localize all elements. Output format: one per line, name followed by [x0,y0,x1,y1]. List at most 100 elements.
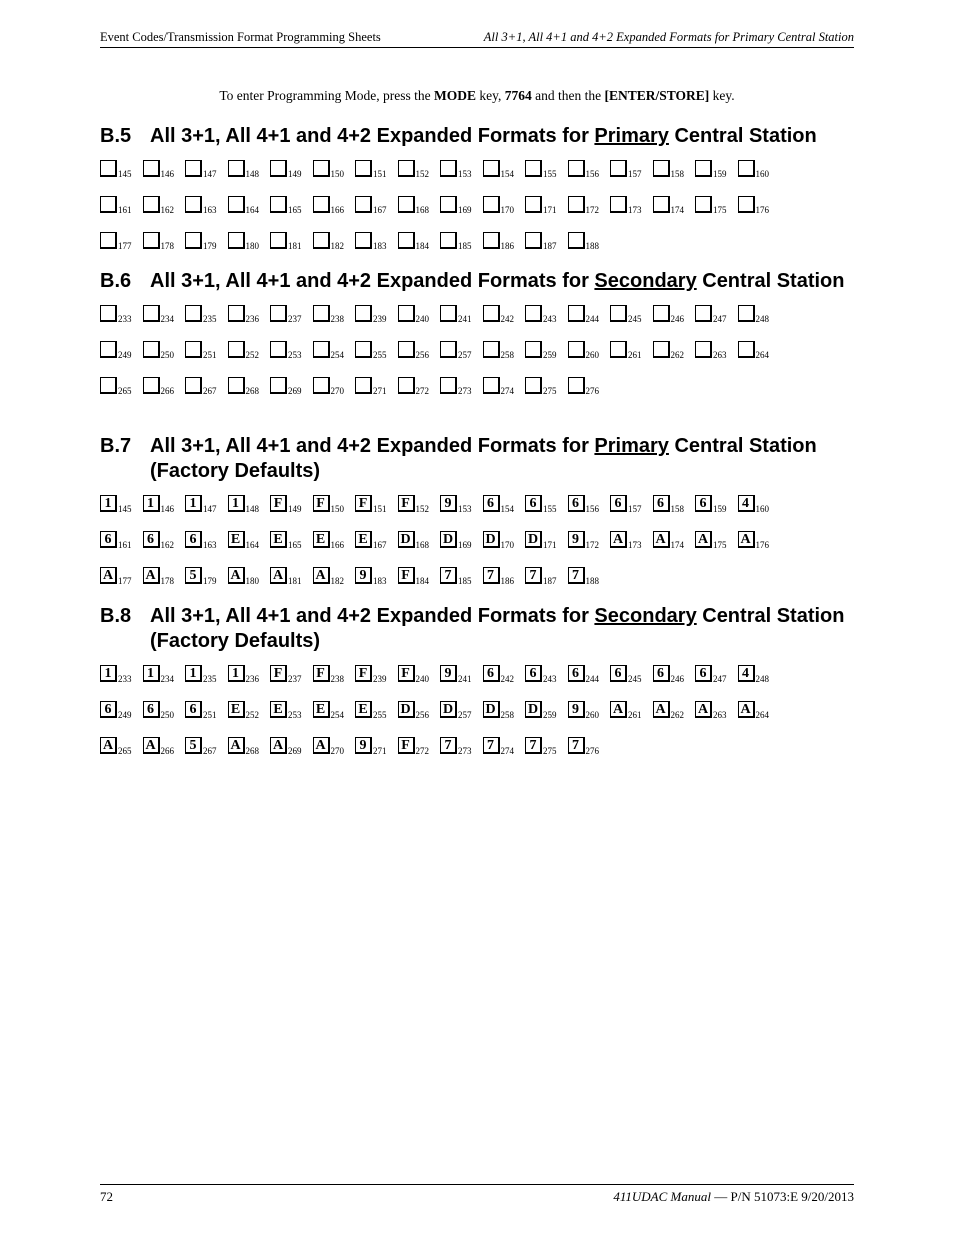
box-subscript: 152 [416,504,430,514]
box-subscript: 172 [586,205,600,215]
data-box: E [270,531,287,548]
data-box [440,377,457,394]
data-box: 6 [653,495,670,512]
data-box: A [738,701,755,718]
box-item: 7185 [440,566,472,584]
data-box [355,377,372,394]
box-subscript: 271 [373,746,387,756]
box-subscript: 173 [628,205,642,215]
box-subscript: 276 [586,386,600,396]
boxes-row: 2332342352362372382392402412422432442452… [100,304,854,322]
box-subscript: 275 [543,386,557,396]
box-subscript: 250 [161,350,175,360]
box-subscript: 168 [416,540,430,550]
box-subscript: 187 [543,576,557,586]
boxes-row: 1233123412351236F237F238F239F24092416242… [100,664,854,682]
box-item: 1236 [228,664,260,682]
box-subscript: 169 [458,540,472,550]
box-item: 1145 [100,494,132,512]
box-item: F184 [398,566,430,584]
box-subscript: 180 [246,241,260,251]
box-item: 246 [653,304,685,322]
footer-partnum: — P/N 51073:E 9/20/2013 [711,1189,854,1204]
intro-line: To enter Programming Mode, press the MOD… [100,88,854,104]
section-number: B.8 [100,604,150,654]
box-item: E167 [355,530,387,548]
box-item: F151 [355,494,387,512]
data-box: 9 [355,567,372,584]
box-item: A262 [653,700,685,718]
box-subscript: 240 [416,674,430,684]
data-box: 7 [483,567,500,584]
box-item: 247 [695,304,727,322]
box-item: D170 [483,530,515,548]
box-subscript: 262 [671,350,685,360]
data-box: 7 [568,567,585,584]
box-subscript: 233 [118,314,132,324]
footer-right: 411UDAC Manual — P/N 51073:E 9/20/2013 [613,1189,854,1205]
data-box [610,341,627,358]
data-box: A [270,567,287,584]
box-subscript: 234 [161,314,175,324]
box-item: 249 [100,340,132,358]
data-box [143,305,160,322]
data-box [610,305,627,322]
box-item: 7276 [568,736,600,754]
box-subscript: 181 [288,576,302,586]
box-subscript: 266 [161,386,175,396]
box-subscript: 159 [713,504,727,514]
box-subscript: 183 [373,576,387,586]
box-item: 241 [440,304,472,322]
box-subscript: 260 [586,710,600,720]
box-item: 174 [653,195,685,213]
section: B.5All 3+1, All 4+1 and 4+2 Expanded For… [100,124,854,249]
box-subscript: 241 [458,314,472,324]
boxes-row: A177A1785179A180A181A1829183F18471857186… [100,566,854,584]
data-box [100,160,117,177]
data-box [185,305,202,322]
data-box [270,377,287,394]
data-box: A [653,531,670,548]
data-box: F [270,665,287,682]
box-subscript: 153 [458,169,472,179]
box-item: 272 [398,376,430,394]
box-item: 255 [355,340,387,358]
box-subscript: 178 [161,241,175,251]
box-item: 165 [270,195,302,213]
box-item: 264 [738,340,770,358]
data-box: A [313,737,330,754]
data-box: F [355,665,372,682]
section-title: All 3+1, All 4+1 and 4+2 Expanded Format… [150,434,854,484]
box-item: 151 [355,159,387,177]
box-subscript: 146 [161,504,175,514]
box-subscript: 256 [416,350,430,360]
data-box [653,196,670,213]
box-subscript: 152 [416,169,430,179]
data-box: 6 [568,495,585,512]
box-item: 1148 [228,494,260,512]
box-subscript: 173 [628,540,642,550]
box-subscript: 237 [288,314,302,324]
data-box: 6 [185,701,202,718]
box-subscript: 162 [161,205,175,215]
box-subscript: 238 [331,314,345,324]
box-subscript: 188 [586,576,600,586]
box-subscript: 150 [331,504,345,514]
box-item: 263 [695,340,727,358]
box-item: D258 [483,700,515,718]
data-box [568,160,585,177]
data-box [653,341,670,358]
box-subscript: 168 [416,205,430,215]
box-item: A175 [695,530,727,548]
box-item: A176 [738,530,770,548]
box-subscript: 157 [628,504,642,514]
data-box [610,160,627,177]
data-box [143,196,160,213]
data-box: A [695,531,712,548]
data-box [100,196,117,213]
data-box: 6 [143,701,160,718]
data-box: 1 [228,665,245,682]
data-box [355,160,372,177]
box-item: 252 [228,340,260,358]
box-subscript: 182 [331,576,345,586]
